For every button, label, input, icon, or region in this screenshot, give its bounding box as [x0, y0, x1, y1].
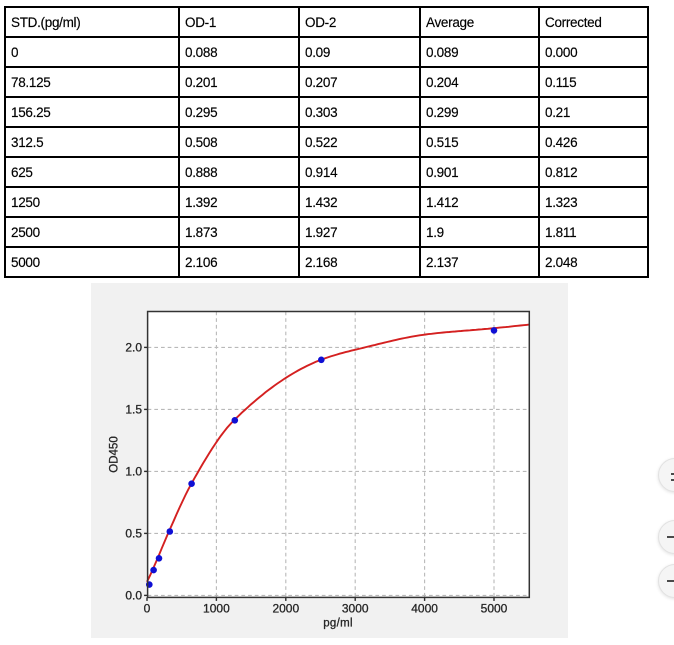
svg-text:pg/ml: pg/ml: [323, 618, 353, 630]
svg-text:1.0: 1.0: [125, 465, 142, 479]
svg-text:2000: 2000: [272, 602, 299, 616]
svg-text:OD450: OD450: [109, 436, 121, 472]
svg-text:0.0: 0.0: [125, 589, 142, 603]
svg-text:0: 0: [144, 602, 151, 616]
svg-text:3000: 3000: [342, 602, 369, 616]
svg-text:4000: 4000: [411, 602, 438, 616]
svg-text:5000: 5000: [481, 602, 508, 616]
svg-text:0.5: 0.5: [125, 527, 142, 541]
svg-text:2.0: 2.0: [125, 341, 142, 355]
svg-text:1000: 1000: [203, 602, 230, 616]
svg-text:1.5: 1.5: [125, 403, 142, 417]
